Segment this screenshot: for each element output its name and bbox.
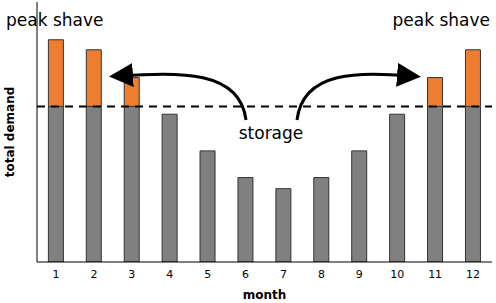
svg-text:6: 6: [242, 268, 249, 281]
svg-text:3: 3: [128, 268, 135, 281]
svg-text:11: 11: [428, 268, 442, 281]
svg-text:peak shave: peak shave: [393, 10, 488, 30]
svg-text:peak shave: peak shave: [8, 10, 103, 30]
svg-text:7: 7: [280, 268, 287, 281]
svg-text:9: 9: [356, 268, 363, 281]
svg-text:total demand: total demand: [8, 87, 17, 178]
svg-text:5: 5: [204, 268, 211, 281]
svg-text:2: 2: [90, 268, 97, 281]
svg-text:storage: storage: [239, 123, 304, 143]
svg-text:8: 8: [318, 268, 325, 281]
svg-text:12: 12: [466, 268, 480, 281]
svg-text:4: 4: [166, 268, 173, 281]
svg-text:10: 10: [390, 268, 404, 281]
svg-text:month: month: [243, 288, 287, 302]
svg-text:1: 1: [52, 268, 59, 281]
